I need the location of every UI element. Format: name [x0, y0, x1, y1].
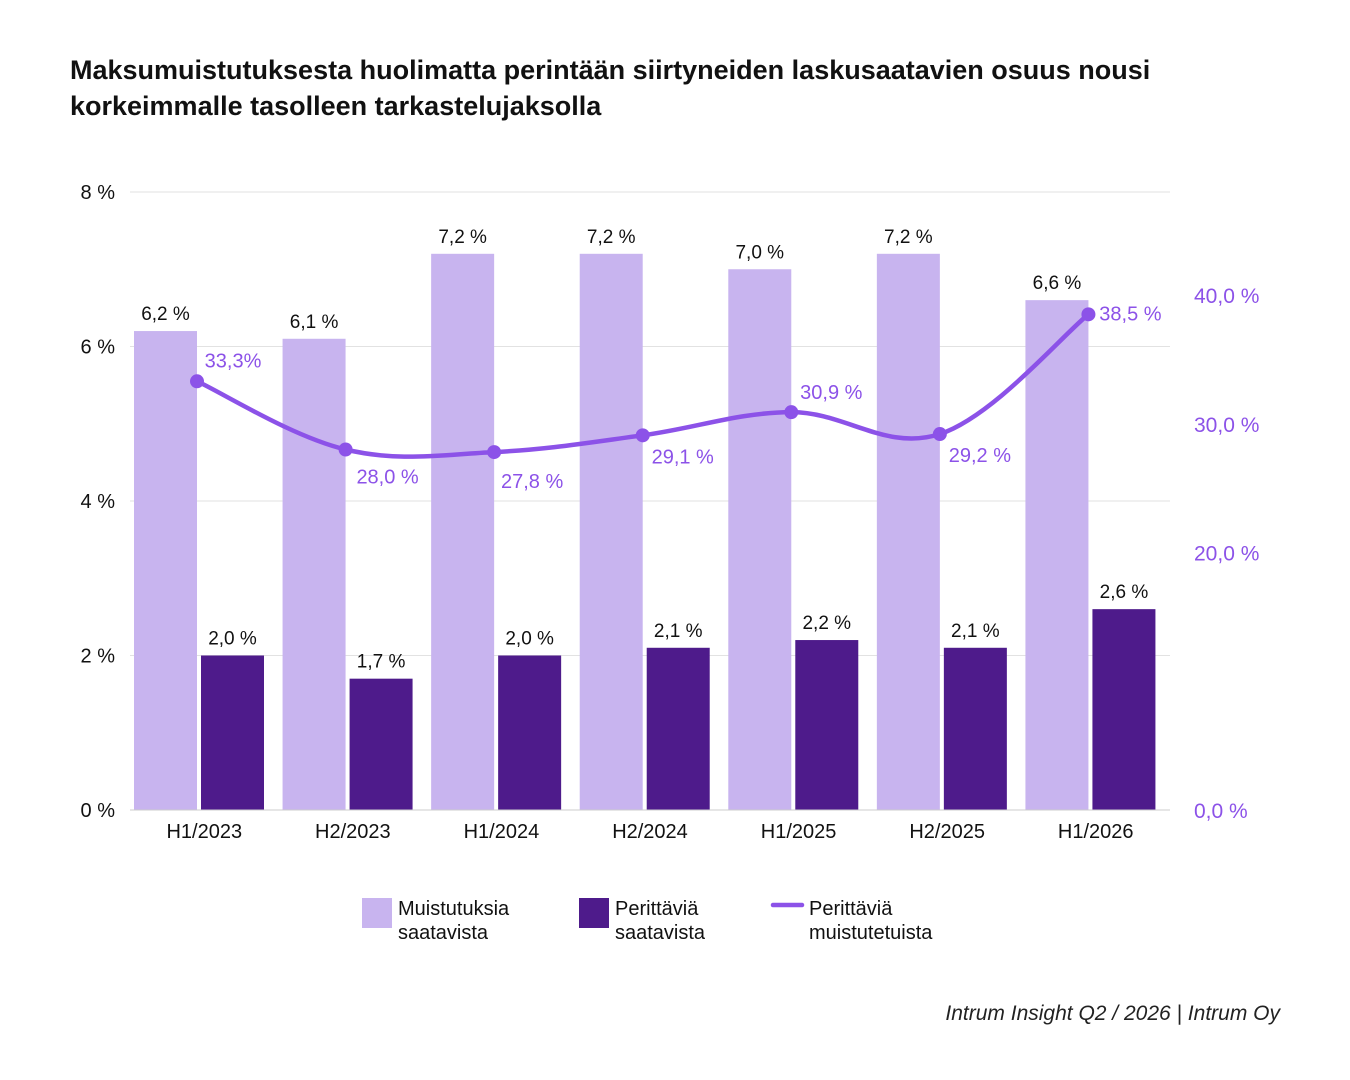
line-point: [487, 445, 502, 460]
bar-label-muistutuksia: 6,1 %: [290, 312, 339, 333]
bar-label-perittavia: 2,0 %: [208, 629, 257, 650]
bar-perittavia: [646, 647, 710, 810]
bar-muistutuksia: [728, 269, 792, 810]
bar-muistutuksia: [579, 253, 643, 811]
line-data-label: 27,8 %: [501, 471, 563, 493]
line-data-label: 29,1 %: [652, 446, 714, 468]
line-data-label: 33,3%: [205, 350, 262, 372]
bar-perittavia: [201, 655, 264, 810]
bar-label-muistutuksia: 7,0 %: [735, 242, 784, 263]
x-tick-label: H1/2023: [166, 821, 242, 843]
bar-label-perittavia: 2,1 %: [654, 621, 703, 642]
y-left-tick-label: 8 %: [81, 182, 116, 204]
y-left-tick-label: 0 %: [81, 800, 116, 822]
legend-label: Perittäviä: [809, 898, 893, 920]
chart-title: Maksumuistutuksesta huolimatta perintään…: [70, 55, 1151, 121]
bar-muistutuksia: [431, 253, 495, 811]
source-note: Intrum Insight Q2 / 2026 | Intrum Oy: [945, 1002, 1280, 1025]
bar-muistutuksia: [282, 338, 346, 810]
line-point: [932, 427, 947, 442]
legend-label: saatavista: [398, 922, 489, 944]
bar-label-perittavia: 2,2 %: [802, 613, 851, 634]
bar-label-muistutuksia: 7,2 %: [587, 227, 636, 248]
bar-perittavia: [349, 678, 413, 810]
bar-label-muistutuksia: 7,2 %: [438, 227, 487, 248]
x-tick-label: H2/2024: [612, 821, 688, 843]
legend-swatch: [579, 898, 609, 928]
bar-label-muistutuksia: 6,2 %: [141, 304, 190, 325]
y-left-tick-label: 2 %: [81, 646, 116, 668]
bar-label-perittavia: 2,6 %: [1100, 582, 1149, 603]
line-data-label: 28,0 %: [356, 467, 418, 489]
line-point: [190, 374, 204, 389]
line-point: [784, 405, 799, 420]
line-data-label: 30,9 %: [800, 382, 862, 404]
bar-label-perittavia: 1,7 %: [357, 652, 406, 673]
x-tick-label: H1/2025: [761, 821, 837, 843]
bar-perittavia: [795, 640, 859, 810]
bar-perittavia: [1092, 609, 1156, 810]
y-left-tick-label: 4 %: [81, 491, 116, 513]
bar-label-perittavia: 2,0 %: [505, 629, 554, 650]
legend-swatch: [362, 898, 392, 928]
line-data-label: 29,2 %: [949, 445, 1011, 467]
bar-label-muistutuksia: 6,6 %: [1033, 273, 1082, 294]
legend-label: muistutetuista: [809, 922, 933, 944]
legend-label: Perittäviä: [615, 898, 699, 920]
bar-muistutuksia: [1025, 300, 1089, 810]
x-tick-label: H1/2026: [1058, 821, 1134, 843]
y-right-tick-label: 20,0 %: [1194, 543, 1259, 566]
bar-perittavia: [943, 647, 1007, 810]
x-tick-label: H2/2023: [315, 821, 391, 843]
line-data-label: 38,5 %: [1099, 303, 1161, 325]
y-right-tick-label: 30,0 %: [1194, 414, 1259, 437]
y-left-tick-label: 6 %: [81, 337, 116, 359]
legend-label: saatavista: [615, 922, 706, 944]
y-right-tick-label: 0,0 %: [1194, 800, 1248, 823]
x-tick-label: H2/2025: [909, 821, 985, 843]
bar-muistutuksia: [876, 253, 940, 811]
legend-label: Muistutuksia: [398, 898, 510, 920]
bar-muistutuksia: [134, 331, 197, 810]
bar-perittavia: [498, 655, 562, 810]
bar-label-perittavia: 2,1 %: [951, 621, 1000, 642]
x-tick-label: H1/2024: [464, 821, 540, 843]
line-point: [635, 428, 650, 443]
line-point: [1081, 307, 1096, 322]
bar-label-muistutuksia: 7,2 %: [884, 227, 933, 248]
line-point: [338, 442, 353, 457]
y-right-tick-label: 40,0 %: [1194, 285, 1259, 308]
